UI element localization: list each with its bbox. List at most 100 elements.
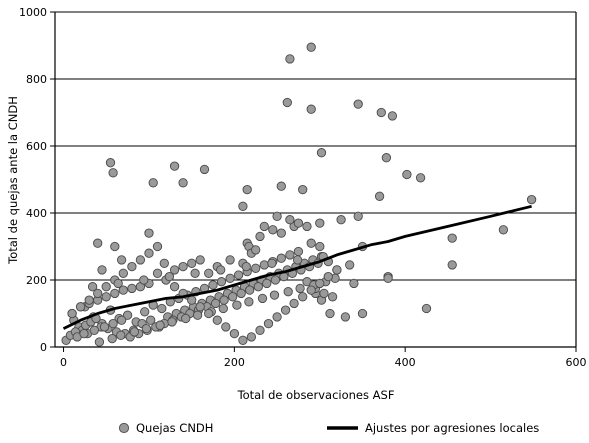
scatter-point [204, 268, 214, 278]
scatter-point [116, 330, 126, 340]
scatter-point [89, 325, 99, 335]
scatter-point [169, 265, 180, 275]
scatter-point [192, 310, 203, 320]
scatter-point [187, 295, 197, 305]
scatter-point [67, 308, 77, 319]
scatter-point [323, 271, 333, 282]
scatter-point [225, 273, 235, 283]
scatter-point [236, 288, 246, 299]
legend-label-quejas: Quejas CNDH [136, 421, 213, 435]
scatter-point [315, 278, 325, 289]
scatter-point [135, 255, 146, 265]
scatter-point [105, 158, 116, 168]
scatter-point [298, 292, 308, 302]
scatter-point [97, 265, 107, 275]
scatter-point [148, 178, 158, 188]
scatter-point [306, 238, 316, 248]
x-tick-label: 200 [224, 356, 245, 369]
scatter-point [293, 246, 304, 257]
scatter-point [421, 303, 432, 314]
scatter-point [219, 295, 229, 305]
scatter-point [195, 255, 205, 265]
scatter-point [152, 241, 163, 252]
scatter-point [319, 288, 329, 299]
scatter-point [178, 261, 188, 272]
scatter-point [108, 168, 118, 178]
scatter-point [127, 283, 137, 294]
y-tick-label: 200 [26, 274, 47, 287]
scatter-point [345, 260, 355, 270]
scatter-point [190, 268, 200, 278]
scatter-point [245, 285, 255, 295]
scatter-point [270, 275, 281, 285]
scatter-point [216, 265, 226, 275]
scatter-point [332, 265, 342, 275]
y-tick-label: 0 [40, 341, 47, 354]
scatter-point [110, 288, 120, 299]
scatter-point [113, 278, 123, 289]
y-tick-label: 1000 [19, 6, 47, 19]
x-tick-label: 400 [395, 356, 416, 369]
scatter-point [257, 293, 268, 304]
scatter-point [242, 184, 252, 195]
y-tick-label: 800 [26, 73, 47, 86]
scatter-point [374, 191, 385, 201]
scatter-point [167, 317, 177, 327]
scatter-point [259, 221, 269, 232]
scatter-point [498, 225, 509, 235]
scatter-point [144, 228, 154, 238]
scatter-point [141, 323, 152, 334]
scatter-point [259, 260, 269, 270]
scatter-point [276, 253, 286, 263]
scatter-point [283, 287, 293, 297]
scatter-point [381, 153, 392, 163]
scatter-point [349, 278, 359, 289]
scatter-point [269, 290, 280, 300]
scatter-point [267, 258, 277, 268]
scatter-point [99, 322, 110, 332]
legend: Quejas CNDH Ajustes por agresiones local… [118, 421, 539, 435]
scatter-point [221, 322, 231, 332]
scatter-point [238, 335, 248, 345]
scatter-point [285, 250, 295, 260]
scatter-point [272, 312, 282, 322]
scatter-point [276, 181, 286, 191]
scatter-point [526, 194, 537, 205]
scatter-point [241, 261, 251, 272]
scatter-point [225, 255, 235, 265]
scatter-point [199, 164, 210, 175]
scatter-point [255, 325, 265, 335]
scatter-point [159, 258, 169, 268]
scatter-point [383, 273, 393, 283]
scatter-point [272, 211, 282, 221]
fit-line-group [62, 204, 532, 330]
scatter-point [263, 318, 274, 329]
scatter-point [152, 268, 163, 278]
scatter-point [75, 302, 86, 312]
y-axis-ticks: 0 200 400 600 800 1000 [19, 6, 55, 354]
scatter-point [169, 282, 180, 292]
scatter-point [302, 221, 312, 232]
scatter-point [218, 303, 228, 314]
scatter-point [293, 218, 304, 228]
scatter-point [244, 297, 254, 307]
scatter-point [146, 315, 156, 325]
scatter-point [195, 302, 205, 312]
scatter-point [353, 99, 363, 109]
x-axis-label: Total de observaciones ASF [237, 388, 395, 402]
scatter-point [285, 215, 295, 225]
scatter-point [276, 228, 286, 238]
scatter-point [282, 97, 292, 108]
scatter-point [402, 169, 412, 180]
scatter-point [228, 292, 238, 302]
scatter-point [325, 308, 335, 319]
scatter-point [122, 310, 133, 320]
scatter-point [251, 263, 261, 273]
scatter-point [210, 298, 221, 309]
scatter-point [118, 285, 128, 295]
legend-label-fit-line: Ajustes por agresiones locales [365, 421, 539, 435]
x-tick-label: 600 [566, 356, 587, 369]
scatter-point [107, 333, 117, 344]
scatter-point [208, 280, 218, 290]
scatter-point [118, 268, 128, 278]
